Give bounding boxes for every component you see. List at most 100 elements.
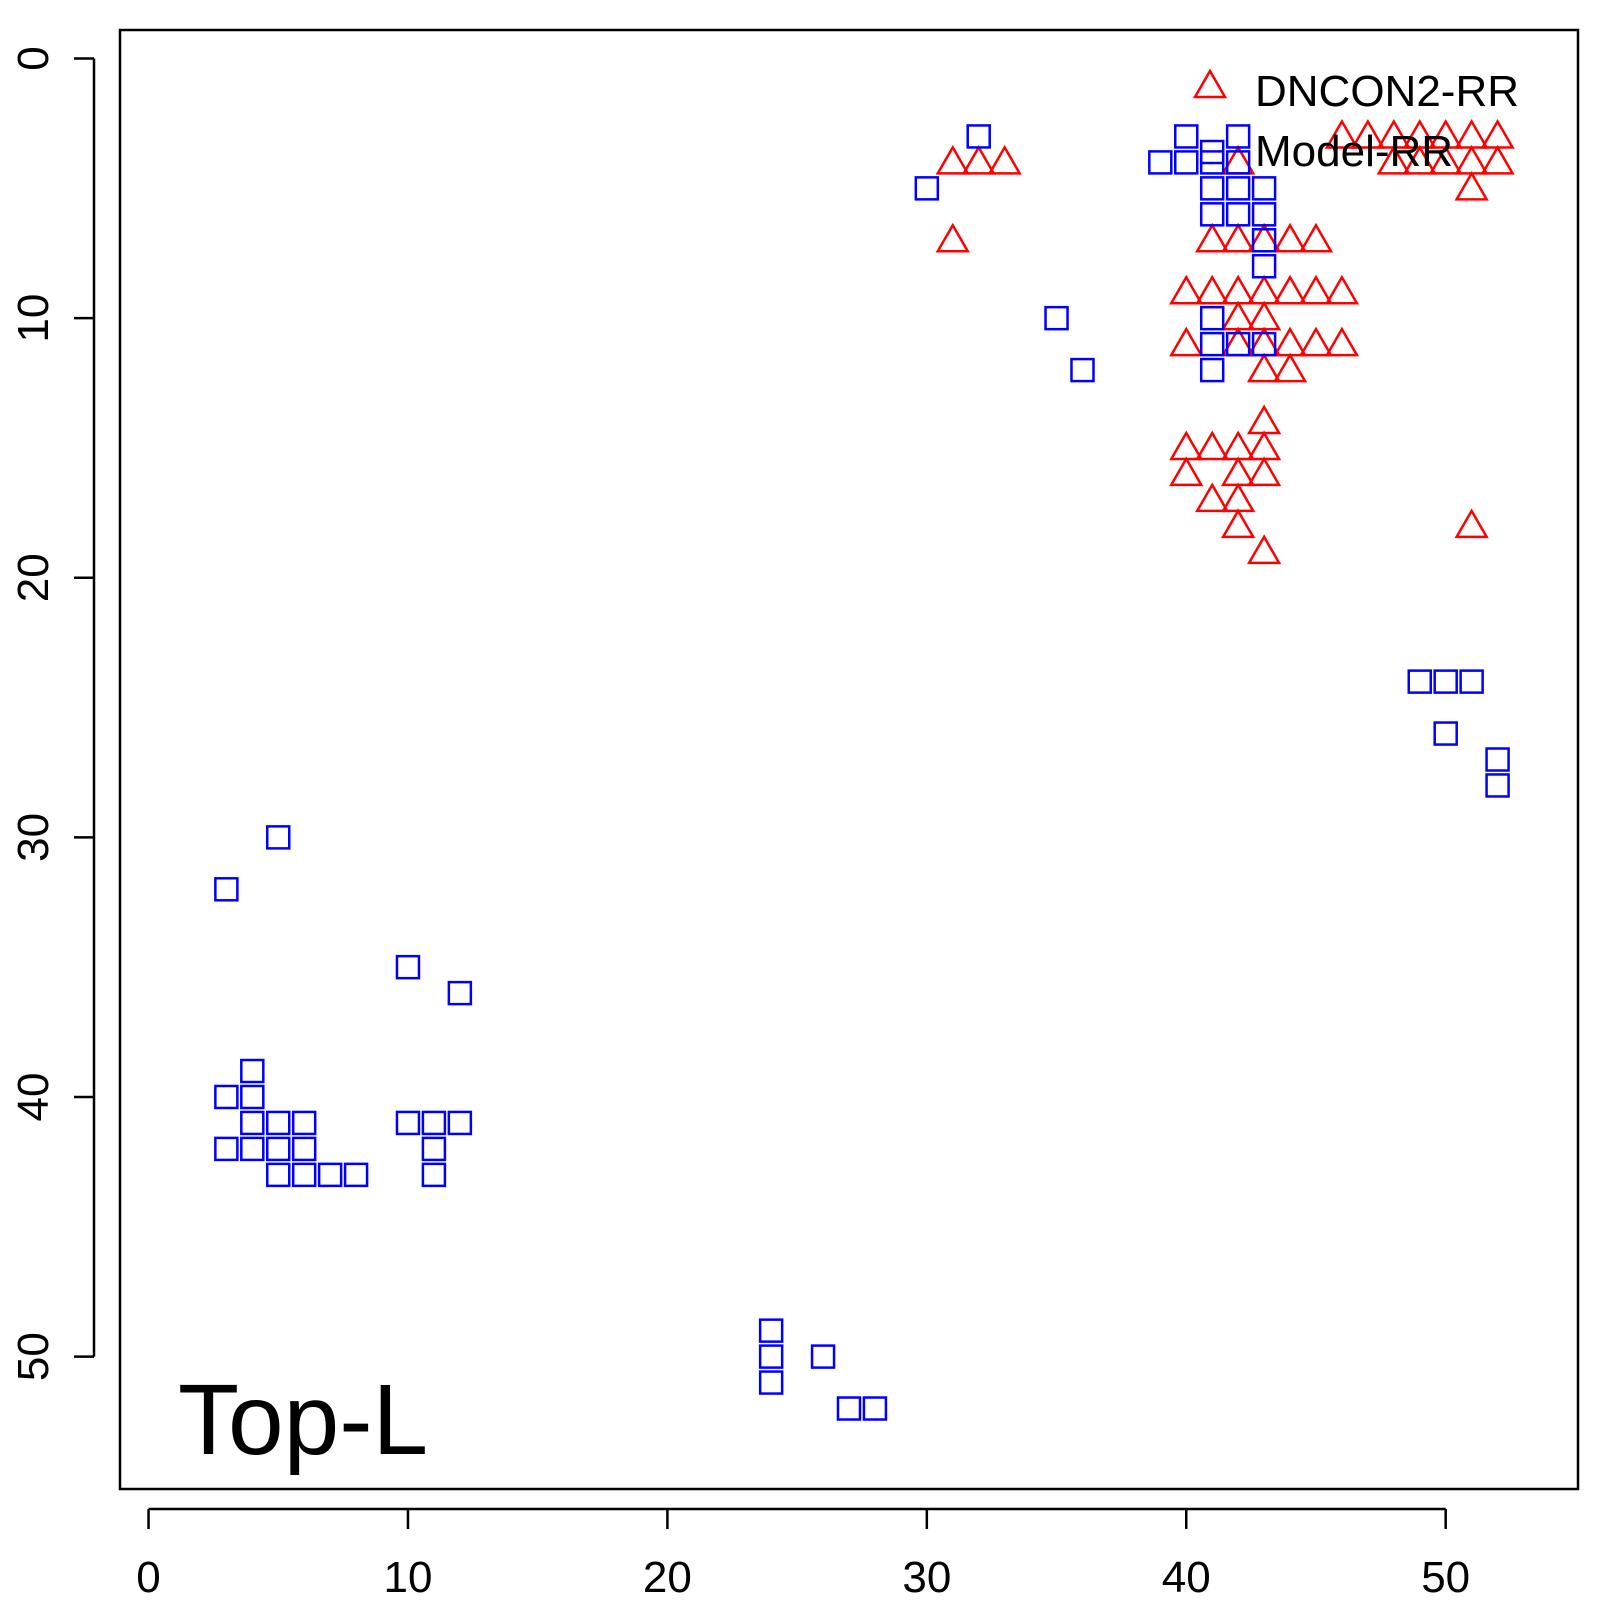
x-tick-label: 40 bbox=[1162, 1553, 1211, 1600]
y-tick-label: 0 bbox=[9, 46, 58, 70]
point-model-rr bbox=[1199, 176, 1225, 201]
point-model-rr bbox=[447, 980, 473, 1006]
point-dncon2-rr bbox=[1220, 430, 1256, 461]
point-model-rr bbox=[266, 825, 291, 850]
point-model-rr bbox=[966, 124, 991, 149]
point-dncon2-rr bbox=[1220, 482, 1256, 513]
point-dncon2-rr bbox=[1272, 274, 1308, 305]
point-dncon2-rr bbox=[1480, 118, 1515, 149]
point-dncon2-rr bbox=[1298, 222, 1334, 253]
point-model-rr bbox=[214, 1084, 239, 1110]
point-dncon2-rr bbox=[1195, 222, 1230, 253]
point-model-rr bbox=[291, 1136, 317, 1162]
point-model-rr bbox=[1225, 202, 1251, 227]
point-dncon2-rr bbox=[1246, 456, 1282, 487]
point-model-rr bbox=[1225, 124, 1251, 149]
x-axis: 0 10 20 30 40 50 bbox=[136, 1507, 1470, 1600]
point-model-rr bbox=[266, 1162, 291, 1188]
legend-label-model: Model-RR bbox=[1255, 127, 1453, 176]
y-tick-label: 50 bbox=[9, 1332, 58, 1381]
point-model-rr bbox=[395, 1110, 421, 1136]
point-model-rr bbox=[421, 1136, 447, 1162]
point-dncon2-rr bbox=[1350, 118, 1386, 149]
point-model-rr bbox=[862, 1396, 888, 1421]
point-dncon2-rr bbox=[1246, 430, 1282, 461]
y-tick-label: 10 bbox=[9, 294, 58, 343]
point-dncon2-rr bbox=[1272, 222, 1308, 253]
point-model-rr bbox=[1251, 253, 1277, 279]
point-dncon2-rr bbox=[1220, 300, 1256, 331]
point-model-rr bbox=[317, 1162, 343, 1188]
point-model-rr bbox=[758, 1370, 784, 1395]
point-dncon2-rr bbox=[1298, 326, 1334, 357]
x-tick-label: 0 bbox=[136, 1553, 160, 1600]
point-dncon2-rr bbox=[1195, 430, 1230, 461]
point-model-rr bbox=[1485, 747, 1510, 772]
x-tick-label: 30 bbox=[902, 1553, 951, 1600]
point-model-rr bbox=[810, 1344, 836, 1369]
point-model-rr bbox=[240, 1084, 265, 1110]
point-model-rr bbox=[291, 1162, 317, 1188]
point-dncon2-rr bbox=[1169, 326, 1204, 357]
point-dncon2-rr bbox=[935, 144, 970, 175]
point-model-rr bbox=[1199, 357, 1225, 383]
point-dncon2-rr bbox=[1246, 534, 1282, 565]
point-dncon2-rr bbox=[1169, 274, 1204, 305]
point-model-rr bbox=[421, 1110, 447, 1136]
point-dncon2-rr bbox=[1454, 118, 1489, 149]
point-dncon2-rr bbox=[935, 222, 970, 253]
point-model-rr bbox=[1407, 669, 1432, 694]
point-model-rr bbox=[1433, 669, 1458, 694]
point-model-rr bbox=[214, 877, 239, 902]
point-model-rr bbox=[1070, 357, 1095, 383]
point-dncon2-rr bbox=[1246, 404, 1282, 435]
point-dncon2-rr bbox=[1376, 144, 1411, 175]
point-dncon2-rr bbox=[1220, 508, 1256, 539]
point-model-rr bbox=[266, 1136, 291, 1162]
point-model-rr bbox=[447, 1110, 473, 1136]
data-points bbox=[214, 118, 1515, 1421]
point-model-rr bbox=[1148, 150, 1173, 175]
point-model-rr bbox=[240, 1058, 265, 1084]
point-dncon2-rr bbox=[1324, 326, 1360, 357]
point-dncon2-rr bbox=[1220, 456, 1256, 487]
point-dncon2-rr bbox=[1272, 352, 1308, 383]
point-model-rr bbox=[1251, 228, 1277, 253]
point-model-rr bbox=[1174, 150, 1199, 175]
point-dncon2-rr bbox=[1195, 482, 1230, 513]
point-model-rr bbox=[1433, 721, 1458, 746]
point-model-rr bbox=[1251, 331, 1277, 357]
point-dncon2-rr bbox=[1195, 274, 1230, 305]
point-dncon2-rr bbox=[1298, 274, 1334, 305]
point-dncon2-rr bbox=[1246, 274, 1282, 305]
point-dncon2-rr bbox=[1480, 144, 1515, 175]
y-axis: 0 10 20 30 40 50 bbox=[9, 46, 96, 1381]
x-tick-label: 20 bbox=[643, 1553, 692, 1600]
point-dncon2-rr bbox=[1454, 170, 1489, 201]
point-dncon2-rr bbox=[987, 144, 1022, 175]
point-model-rr bbox=[1251, 202, 1277, 227]
point-model-rr bbox=[214, 1136, 239, 1162]
point-model-rr bbox=[291, 1110, 317, 1136]
point-model-rr bbox=[240, 1136, 265, 1162]
point-model-rr bbox=[1044, 305, 1069, 331]
point-model-rr bbox=[240, 1110, 265, 1136]
point-model-rr bbox=[836, 1396, 862, 1421]
y-tick-label: 30 bbox=[9, 813, 58, 862]
point-dncon2-rr bbox=[1246, 352, 1282, 383]
point-model-rr bbox=[395, 954, 421, 980]
x-tick-label: 50 bbox=[1421, 1553, 1470, 1600]
point-model-rr bbox=[1199, 331, 1225, 357]
point-dncon2-rr bbox=[1454, 508, 1489, 539]
y-tick-label: 40 bbox=[9, 1073, 58, 1122]
point-model-rr bbox=[1199, 305, 1225, 331]
point-model-rr bbox=[421, 1162, 447, 1188]
point-dncon2-rr bbox=[1246, 300, 1282, 331]
point-dncon2-rr bbox=[1220, 274, 1256, 305]
point-dncon2-rr bbox=[1169, 456, 1204, 487]
point-dncon2-rr bbox=[1454, 144, 1489, 175]
point-dncon2-rr bbox=[1402, 144, 1437, 175]
point-model-rr bbox=[914, 176, 940, 201]
plot-frame bbox=[118, 28, 1580, 1491]
